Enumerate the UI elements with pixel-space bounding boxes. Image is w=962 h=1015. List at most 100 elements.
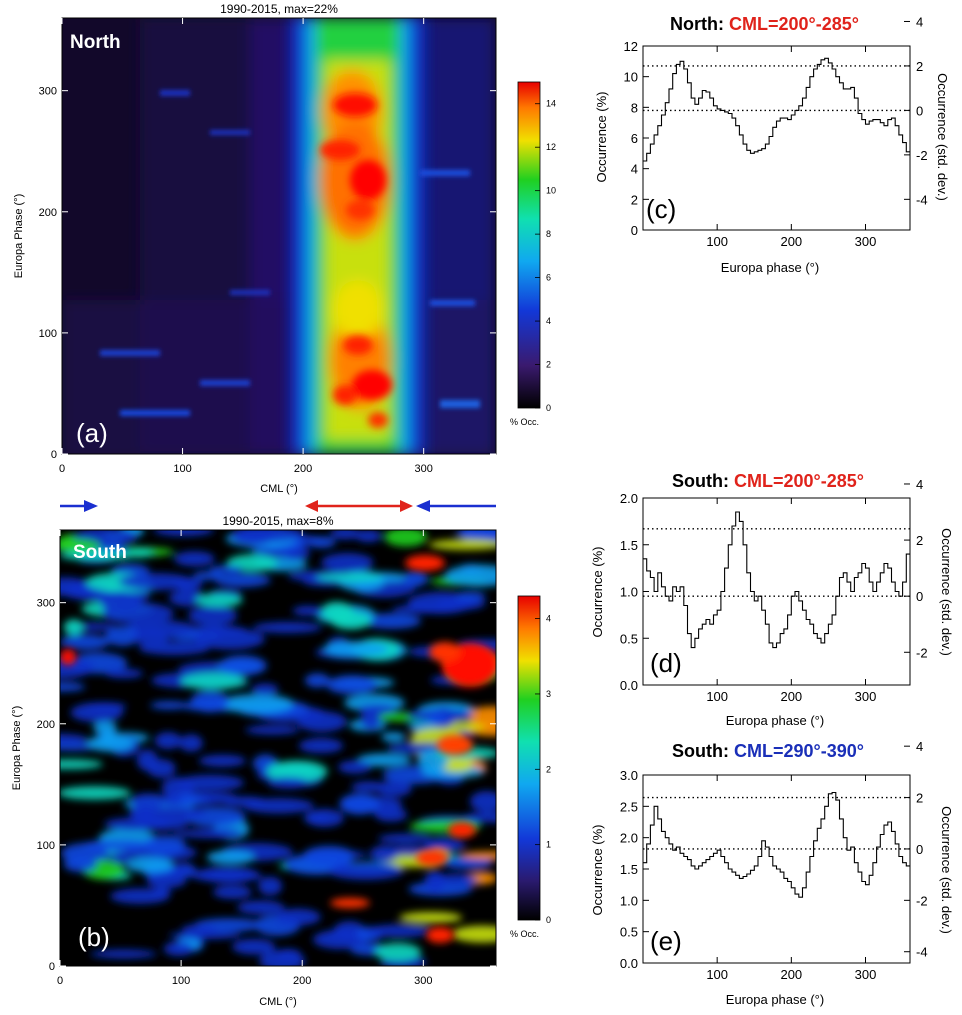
panel-c-ylabel2: Occurrence (std. dev.): [935, 73, 950, 201]
colorbar-a-tick-label: 2: [546, 360, 551, 370]
colorbar-a-tick-label: 12: [546, 142, 556, 152]
heatmap-b-blob: [381, 732, 406, 742]
panel-c-ytick-label: 10: [624, 70, 638, 85]
heatmap-b-blob: [180, 672, 247, 690]
panel-e-ytick-label: 3.0: [620, 768, 638, 783]
heatmap-b-blob: [267, 777, 309, 789]
heatmap-b-blob: [212, 885, 252, 899]
heatmap-b-blob: [357, 704, 397, 715]
heatmap-b-blob: [175, 774, 245, 791]
heatmap-b-blob: [98, 590, 143, 612]
heatmap-b-blob: [154, 732, 182, 750]
heatmap-b-blob: [230, 530, 275, 546]
heatmap-b-blob: [275, 948, 302, 960]
panel-e-y2tick-label: -4: [916, 945, 928, 960]
colorbar-b-ticks: 0 1 2 3 4: [535, 614, 551, 925]
heatmap-b-blob: [428, 539, 496, 550]
heatmap-b-blob: [374, 943, 422, 961]
panel-c-xtick-label: 300: [855, 234, 877, 249]
heatmap-b-blob: [360, 710, 382, 731]
panel-c-y2tick-label: -2: [916, 148, 928, 163]
panel-c-y2tick-label: 0: [916, 103, 923, 118]
panel-d-xtick-label: 300: [855, 689, 877, 704]
heatmap-a: [62, 18, 496, 454]
panel-e-title-hemisphere: South:: [672, 741, 734, 761]
colorbar-a-ticks: 0 2 4 6 8 10 12 14: [535, 99, 556, 413]
panel-d: South: CML=200°-285° (d) Europa phase (°…: [590, 471, 954, 728]
heatmap-b-blob: [330, 530, 361, 540]
heatmap-b-blob: [451, 925, 496, 943]
heatmap-b-blob: [339, 793, 380, 815]
panel-c-ytick-label: 2: [631, 192, 638, 207]
heatmap-b-blob: [173, 551, 215, 567]
heatmap-b-blob: [304, 808, 345, 827]
heatmap-a-ytick-label: 200: [39, 207, 57, 219]
heatmap-b-blob: [366, 924, 432, 938]
panel-b-xlabel: CML (°): [259, 996, 297, 1008]
arrow-right-icon: [60, 500, 98, 512]
heatmap-b-blob: [302, 845, 355, 867]
heatmap-a-ytick-label: 0: [51, 449, 57, 461]
heatmap-a-speckle: [100, 90, 480, 416]
panel-d-ytick-label: 1.0: [620, 585, 638, 600]
arrow-left-icon: [416, 500, 496, 512]
heatmap-b-blob: [198, 754, 246, 767]
panel-d-ylabel: Occurrence (%): [590, 546, 605, 637]
heatmap-b-hotspots: [60, 555, 496, 943]
heatmap-b-blob: [110, 852, 132, 864]
heatmap-b-blob: [245, 725, 300, 735]
heatmap-b-blob: [195, 593, 243, 607]
panel-a-ylabel: Europa Phase (°): [13, 194, 25, 279]
panel-e-y2tick-label: -2: [916, 893, 928, 908]
panel-e-y2tick-label: 0: [916, 842, 923, 857]
panel-e-ytick-label: 2.0: [620, 831, 638, 846]
panel-a: 1990-2015, max=22%: [13, 2, 556, 495]
heatmap-b-blob: [391, 604, 456, 614]
heatmap-b-blob: [143, 835, 186, 855]
heatmap-b-blob: [179, 734, 203, 752]
heatmap-b-blob: [138, 641, 210, 656]
colorbar-a-tick-label: 6: [546, 273, 551, 283]
heatmap-b-blob: [104, 817, 169, 831]
heatmap-b-blob: [90, 949, 157, 959]
panel-c-title-range: CML=200°-285°: [729, 14, 859, 34]
heatmap-b-blob: [136, 749, 158, 771]
heatmap-b-blob: [209, 565, 243, 574]
heatmap-b-blob: [466, 706, 496, 727]
heatmap-b-blob: [63, 619, 84, 636]
colorbar-a-tick-label: 0: [546, 403, 551, 413]
heatmap-b-blob: [104, 668, 144, 679]
heatmap-a-frame: [61, 17, 497, 455]
heatmap-b-blob: [308, 536, 336, 548]
heatmap-b-blob: [190, 690, 230, 713]
panel-d-title-range: CML=200°-285°: [734, 471, 864, 491]
panel-d-frame: [642, 497, 911, 686]
colorbar-a-tick-label: 4: [546, 316, 551, 326]
colorbar-b-tick-label: 3: [546, 689, 551, 699]
heatmap-b-blob: [150, 701, 189, 710]
heatmap-b-blob: [258, 876, 283, 896]
heatmap-b-blob: [146, 874, 187, 889]
heatmap-b-blob: [455, 530, 496, 540]
panel-d-xtick-label: 100: [706, 689, 728, 704]
panel-e-histogram-line: [643, 791, 910, 898]
panel-e-ytick-label: 2.5: [620, 799, 638, 814]
panel-d-y2tick-label: 4: [916, 477, 923, 492]
panel-e-ylabel: Occurrence (%): [590, 824, 605, 915]
panel-c-letter: (c): [646, 194, 676, 224]
panel-c: North: CML=200°-285° (c) Europa phase (°…: [594, 14, 950, 275]
heatmap-b-ytick-label: 200: [37, 719, 55, 731]
heatmap-b-blob: [298, 738, 344, 754]
heatmap-b-blob: [118, 573, 194, 591]
heatmap-b-blob: [110, 888, 170, 904]
heatmap-b-blob: [125, 857, 174, 873]
panel-b-title: 1990-2015, max=8%: [222, 514, 333, 528]
panel-d-histogram-line: [643, 511, 910, 649]
heatmap-b-blob: [315, 573, 384, 582]
panel-e-ytick-label: 0.0: [620, 956, 638, 971]
panel-c-xlabel: Europa phase (°): [721, 260, 819, 275]
heatmap-b-blob: [60, 786, 131, 800]
panel-c-title: North: CML=200°-285°: [670, 14, 859, 34]
heatmap-b-blob: [252, 621, 322, 634]
heatmap-b-blob: [312, 929, 369, 950]
